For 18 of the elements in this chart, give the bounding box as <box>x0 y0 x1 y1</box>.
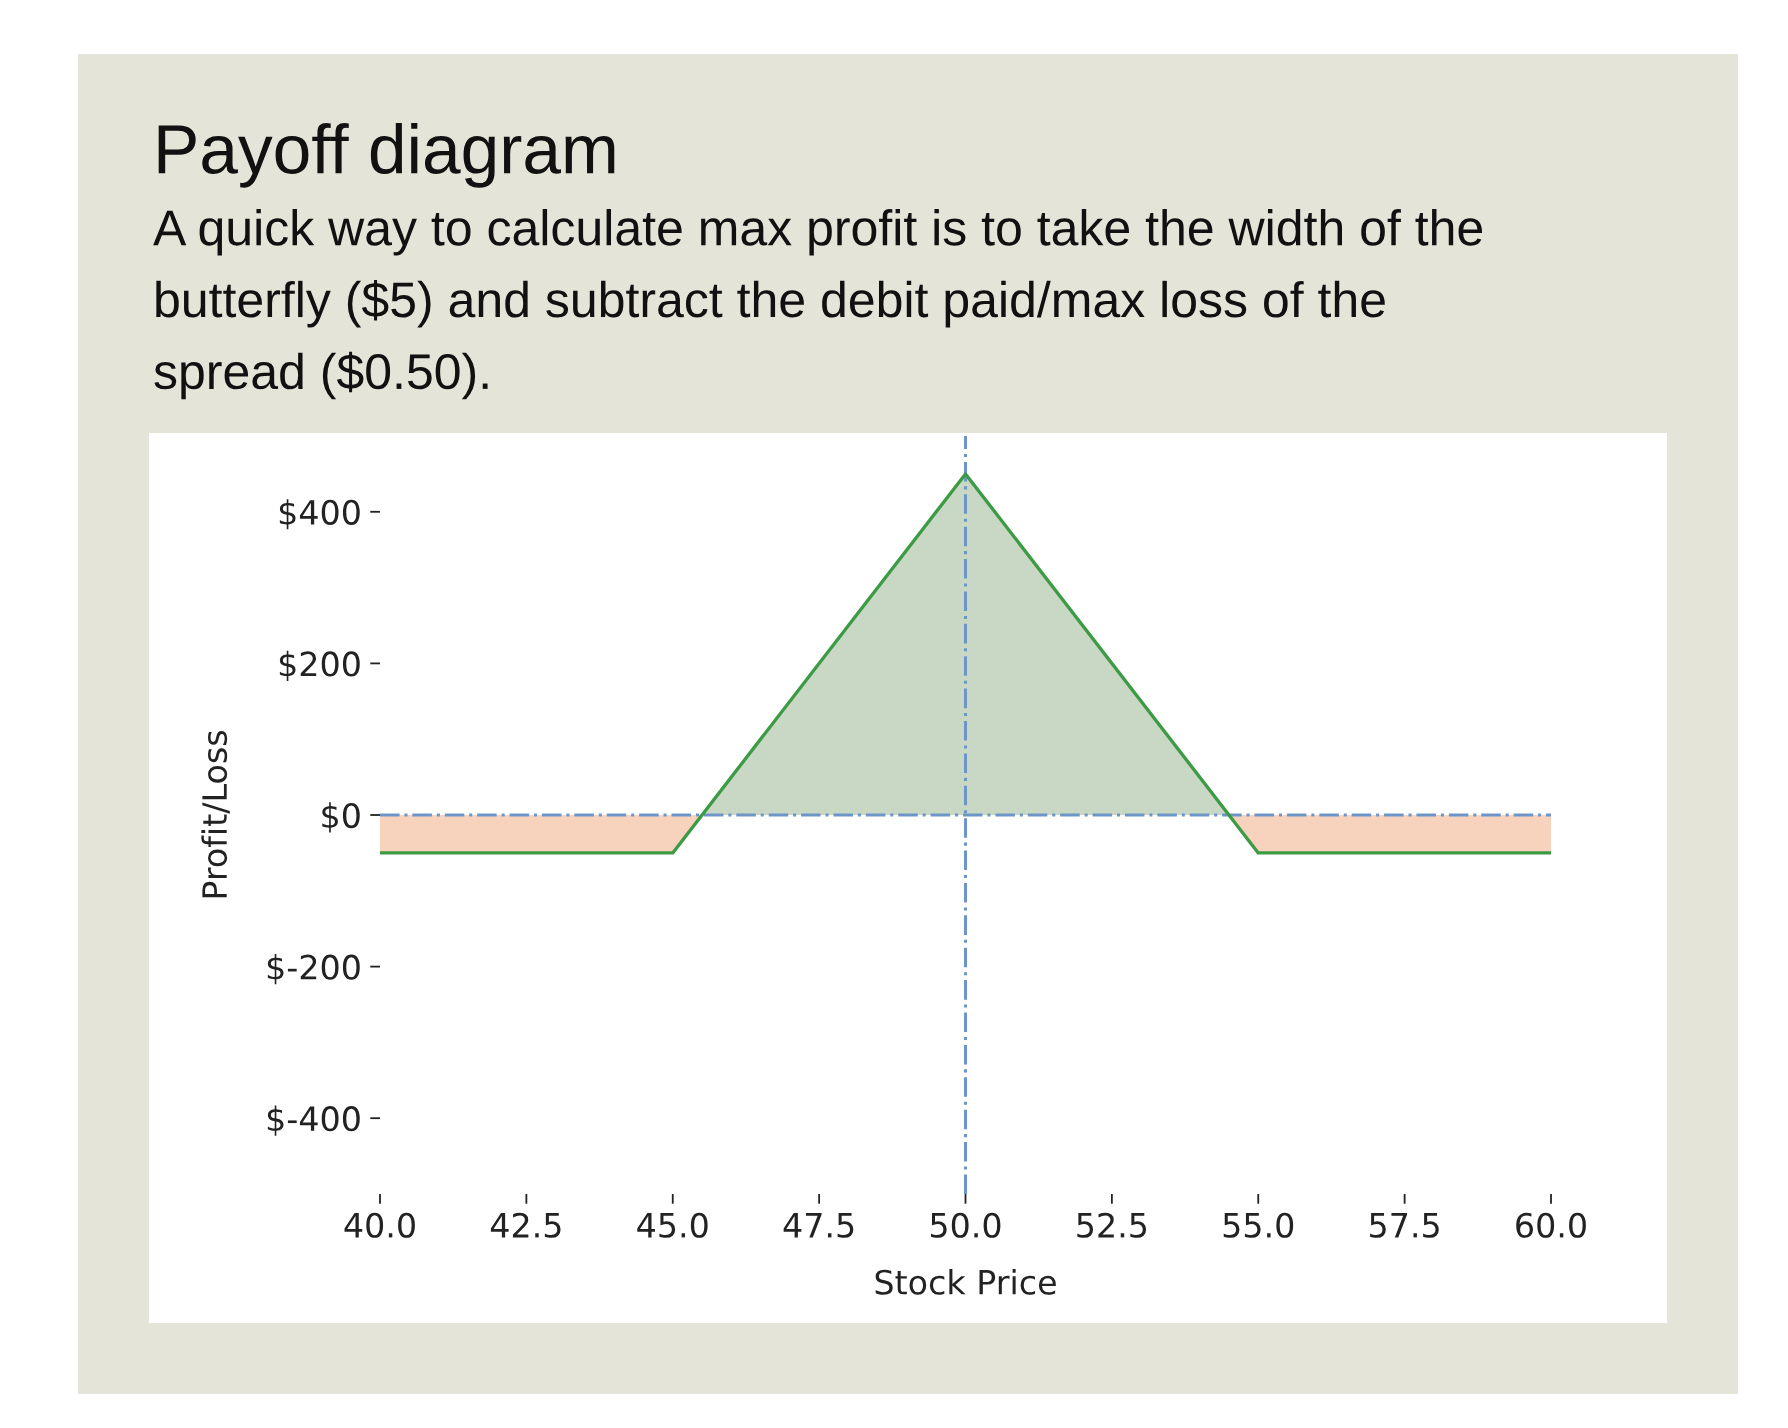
x-tick-label: 57.5 <box>1370 1213 1439 1238</box>
y-axis-title: Profit/Loss <box>201 730 230 898</box>
x-tick-label: 42.5 <box>490 1212 561 1238</box>
chart-subtitle: A quick way to calculate max profit is to take the width of the butterfly ($5) and subtract the debit paid/max loss of the spread ($0.50). <box>153 209 1483 400</box>
x-tick-label: 55.0 <box>1223 1212 1294 1238</box>
x-tick-label: 60.0 <box>1516 1212 1586 1238</box>
y-tick-label: $-200 <box>267 953 360 985</box>
x-tick-label: 40.0 <box>344 1212 415 1238</box>
x-tick-label: 47.5 <box>783 1213 854 1238</box>
y-tick-label: $-400 <box>267 1105 360 1136</box>
chart-title: Payoff diagram <box>158 123 615 188</box>
y-tick-label: $200 <box>279 650 360 681</box>
x-tick-label: 45.0 <box>637 1212 708 1238</box>
x-axis-title: Stock Price <box>875 1269 1056 1295</box>
x-tick-label: 50.0 <box>930 1212 1001 1238</box>
y-tick-label: $400 <box>279 499 360 530</box>
y-tick-label: $0 <box>322 802 360 833</box>
x-tick-label: 52.5 <box>1077 1212 1147 1238</box>
